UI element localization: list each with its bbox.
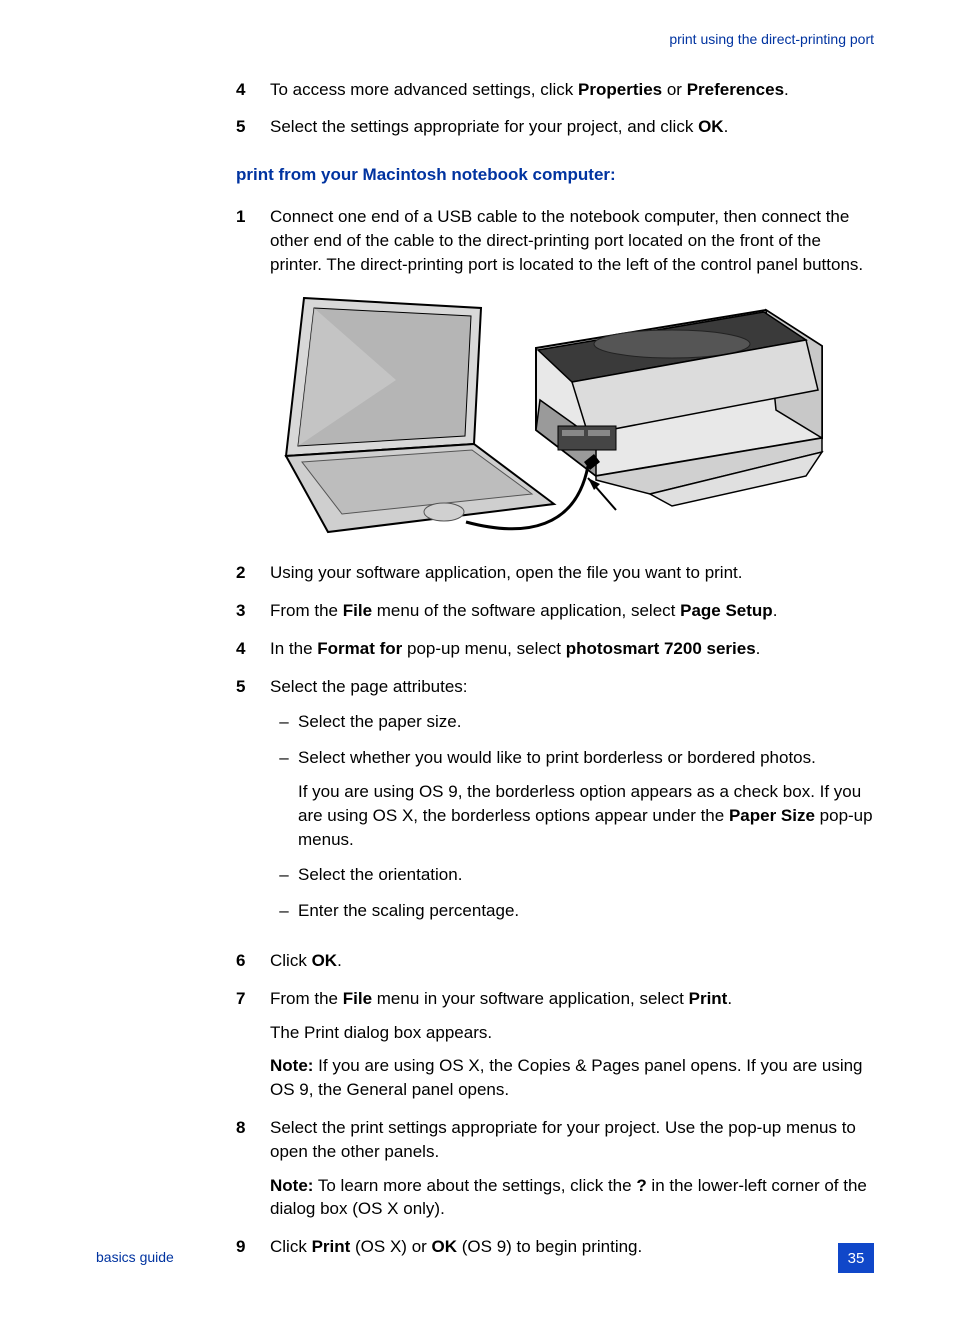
- page-footer: basics guide 35: [96, 1243, 874, 1273]
- illustration-laptop-printer: [266, 290, 874, 547]
- step-text: From the File menu of the software appli…: [270, 599, 874, 623]
- step-number: 2: [96, 561, 270, 585]
- mac-step-2: 2 Using your software application, open …: [96, 561, 874, 585]
- text: Click: [270, 951, 312, 970]
- bold: ?: [636, 1176, 646, 1195]
- bold: Print: [689, 989, 728, 1008]
- mac-step-3: 3 From the File menu of the software app…: [96, 599, 874, 623]
- step-number: 4: [96, 78, 270, 102]
- text: menu in your software application, selec…: [372, 989, 689, 1008]
- mac-step-7: 7 From the File menu in your software ap…: [96, 987, 874, 1102]
- step-text: Click OK.: [270, 949, 874, 973]
- step-number: 3: [96, 599, 270, 623]
- bold: File: [343, 989, 372, 1008]
- step-text: From the File menu in your software appl…: [270, 987, 874, 1102]
- step-text: Select the settings appropriate for your…: [270, 115, 874, 139]
- bold: photosmart 7200 series: [566, 639, 756, 658]
- step-text: To access more advanced settings, click …: [270, 78, 874, 102]
- running-header: print using the direct-printing port: [96, 30, 874, 50]
- text: Select the print settings appropriate fo…: [270, 1116, 874, 1164]
- dash: –: [270, 863, 298, 887]
- dash: –: [270, 746, 298, 851]
- sub-item: – Select whether you would like to print…: [270, 746, 874, 851]
- text: .: [724, 117, 729, 136]
- bold: File: [343, 601, 372, 620]
- mac-step-5: 5 Select the page attributes: – Select t…: [96, 675, 874, 935]
- step-number: 5: [96, 675, 270, 935]
- sub-text: Select the paper size.: [298, 710, 874, 734]
- step-number: 8: [96, 1116, 270, 1221]
- step-number: 7: [96, 987, 270, 1102]
- sub-item: – Select the paper size.: [270, 710, 874, 734]
- text: In the: [270, 639, 317, 658]
- step-5: 5 Select the settings appropriate for yo…: [96, 115, 874, 139]
- text: .: [727, 989, 732, 1008]
- page-number: 35: [838, 1243, 874, 1273]
- text: From the: [270, 989, 343, 1008]
- text: Select whether you would like to print b…: [298, 746, 874, 770]
- text: or: [662, 80, 687, 99]
- bold: Paper Size: [729, 806, 815, 825]
- bold: Properties: [578, 80, 662, 99]
- laptop-printer-icon: [266, 290, 826, 540]
- step-text: Select the page attributes: – Select the…: [270, 675, 874, 935]
- note-label: Note:: [270, 1056, 313, 1075]
- step-number: 4: [96, 637, 270, 661]
- bold: Page Setup: [680, 601, 773, 620]
- text: .: [773, 601, 778, 620]
- text: .: [784, 80, 789, 99]
- text: To access more advanced settings, click: [270, 80, 578, 99]
- step-4: 4 To access more advanced settings, clic…: [96, 78, 874, 102]
- dash: –: [270, 710, 298, 734]
- dash: –: [270, 899, 298, 923]
- bold: OK: [312, 951, 338, 970]
- step-number: 5: [96, 115, 270, 139]
- sub-text: Select whether you would like to print b…: [298, 746, 874, 851]
- mac-step-4: 4 In the Format for pop-up menu, select …: [96, 637, 874, 661]
- step-text: Select the print settings appropriate fo…: [270, 1116, 874, 1221]
- sub-text: Select the orientation.: [298, 863, 874, 887]
- sub-item: – Select the orientation.: [270, 863, 874, 887]
- text: .: [756, 639, 761, 658]
- text: pop-up menu, select: [402, 639, 565, 658]
- mac-step-1: 1 Connect one end of a USB cable to the …: [96, 205, 874, 276]
- note-label: Note:: [270, 1176, 313, 1195]
- sub-text: Enter the scaling percentage.: [298, 899, 874, 923]
- footer-title: basics guide: [96, 1248, 174, 1268]
- section-heading: print from your Macintosh notebook compu…: [236, 163, 874, 187]
- paragraph: The Print dialog box appears.: [270, 1021, 874, 1045]
- step-text: Connect one end of a USB cable to the no…: [270, 205, 874, 276]
- bold: Format for: [317, 639, 402, 658]
- text: Select the page attributes:: [270, 675, 874, 699]
- bold: OK: [698, 117, 724, 136]
- step-number: 6: [96, 949, 270, 973]
- mac-step-6: 6 Click OK.: [96, 949, 874, 973]
- step-text: In the Format for pop-up menu, select ph…: [270, 637, 874, 661]
- text: menu of the software application, select: [372, 601, 680, 620]
- text: Select the settings appropriate for your…: [270, 117, 698, 136]
- note-text: If you are using OS X, the Copies & Page…: [270, 1056, 863, 1099]
- step-number: 1: [96, 205, 270, 276]
- text: From the: [270, 601, 343, 620]
- step-text: Using your software application, open th…: [270, 561, 874, 585]
- note-text: To learn more about the settings, click …: [313, 1176, 636, 1195]
- bold: Preferences: [687, 80, 784, 99]
- mac-step-8: 8 Select the print settings appropriate …: [96, 1116, 874, 1221]
- text: .: [337, 951, 342, 970]
- sub-item: – Enter the scaling percentage.: [270, 899, 874, 923]
